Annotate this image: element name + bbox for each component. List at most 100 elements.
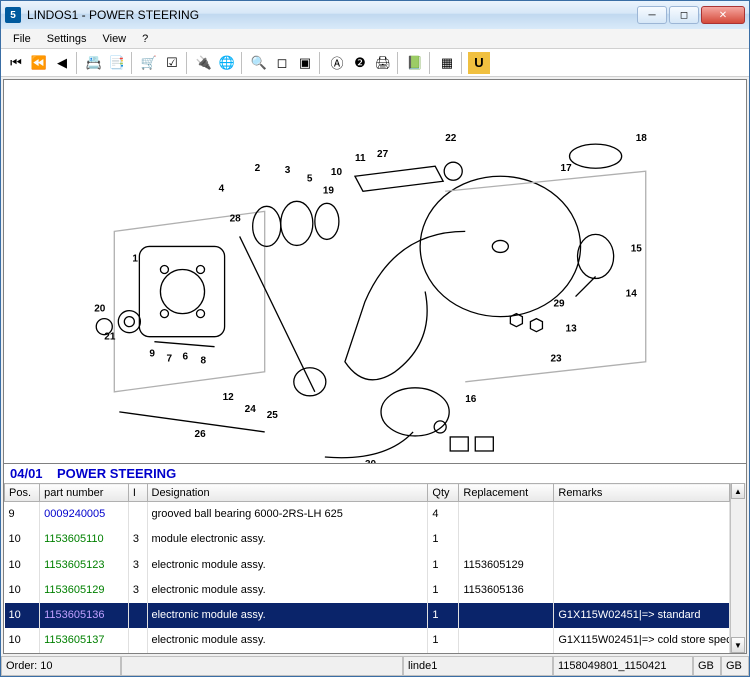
callout-29: 29 [553, 299, 565, 310]
parts-table[interactable]: Pos.part numberIDesignationQtyReplacemen… [4, 483, 730, 653]
cell-qty: 1 [428, 577, 459, 602]
callout-18: 18 [636, 133, 648, 144]
cell-qty: 4 [428, 502, 459, 527]
col-header-pn[interactable]: part number [40, 484, 129, 502]
callout-17: 17 [561, 163, 573, 174]
callout-16: 16 [465, 394, 477, 405]
table-row[interactable]: 1011536051103module electronic assy.1 [5, 527, 730, 552]
toolbar-separator [241, 52, 245, 74]
toolbar-button-7[interactable]: 🛒 [138, 52, 160, 74]
table-row[interactable]: 101153605137electronic module assy.1G1X1… [5, 628, 730, 653]
status-order: Order: 10 [1, 657, 121, 676]
col-header-repl[interactable]: Replacement [459, 484, 554, 502]
cell-pn: 1153605123 [40, 552, 129, 577]
table-body: 90009240005grooved ball bearing 6000-2RS… [5, 502, 730, 654]
titlebar: 5 LINDOS1 - POWER STEERING ─ ◻ ✕ [1, 1, 749, 29]
toolbar-button-1[interactable]: ⏪ [28, 52, 50, 74]
toolbar: ⏮⏪◀ 📇📑 🛒☑ 🔌🌐 🔍◻▣ Ⓐ❷🖨 📗 ▦ U [1, 49, 749, 77]
cell-pos: 10 [5, 552, 40, 577]
status-lang2: GB [721, 657, 749, 676]
callout-11: 11 [355, 153, 366, 164]
toolbar-button-10[interactable]: 🔌 [193, 52, 215, 74]
toolbar-button-0[interactable]: ⏮ [5, 52, 27, 74]
cell-desig: electronic module assy. [147, 628, 428, 653]
toolbar-button-5[interactable]: 📑 [106, 52, 128, 74]
cell-repl [459, 527, 554, 552]
cell-desig: grooved ball bearing 6000-2RS-LH 625 [147, 502, 428, 527]
cell-pn: 1153605136 [40, 603, 129, 628]
callout-30: 30 [365, 459, 377, 463]
toolbar-button-19[interactable]: 🖨 [372, 52, 394, 74]
col-header-desig[interactable]: Designation [147, 484, 428, 502]
toolbar-separator [429, 52, 433, 74]
cell-qty: 1 [428, 628, 459, 653]
toolbar-button-2[interactable]: ◀ [51, 52, 73, 74]
col-header-qty[interactable]: Qty [428, 484, 459, 502]
callout-20: 20 [94, 304, 106, 315]
section-code: 04/01 [10, 466, 43, 481]
toolbar-button-17[interactable]: Ⓐ [326, 52, 348, 74]
col-header-remarks[interactable]: Remarks [554, 484, 730, 502]
cell-pos: 9 [5, 502, 40, 527]
callout-1: 1 [132, 253, 138, 264]
toolbar-button-13[interactable]: 🔍 [248, 52, 270, 74]
cell-i [128, 603, 147, 628]
callout-19: 19 [323, 185, 335, 196]
app-icon: 5 [5, 7, 21, 23]
menu-view[interactable]: View [94, 31, 134, 47]
close-button[interactable]: ✕ [701, 6, 745, 24]
callout-25: 25 [267, 410, 279, 421]
table-row[interactable]: 101153605136electronic module assy.1G1X1… [5, 603, 730, 628]
cell-i [128, 502, 147, 527]
table-row[interactable]: 90009240005grooved ball bearing 6000-2RS… [5, 502, 730, 527]
col-header-i[interactable]: I [128, 484, 147, 502]
toolbar-separator [461, 52, 465, 74]
toolbar-button-14[interactable]: ◻ [271, 52, 293, 74]
menu-help[interactable]: ? [134, 31, 156, 47]
toolbar-button-15[interactable]: ▣ [294, 52, 316, 74]
toolbar-button-18[interactable]: ❷ [349, 52, 371, 74]
cell-desig: module electronic assy. [147, 527, 428, 552]
minimize-button[interactable]: ─ [637, 6, 667, 24]
callout-13: 13 [566, 324, 578, 335]
cell-pn: 1153605129 [40, 577, 129, 602]
callout-4: 4 [219, 183, 225, 194]
cell-repl [459, 603, 554, 628]
scroll-down-icon[interactable]: ▼ [731, 637, 745, 653]
callout-6: 6 [182, 352, 188, 363]
section-title: 04/01 POWER STEERING [4, 464, 746, 483]
callout-8: 8 [201, 356, 207, 367]
cell-pn: 1153605110 [40, 527, 129, 552]
callout-24: 24 [245, 404, 257, 415]
callout-15: 15 [631, 243, 643, 254]
toolbar-button-25[interactable]: U [468, 52, 490, 74]
toolbar-button-21[interactable]: 📗 [404, 52, 426, 74]
menu-file[interactable]: File [5, 31, 39, 47]
callout-27: 27 [377, 149, 389, 160]
toolbar-button-4[interactable]: 📇 [83, 52, 105, 74]
col-header-pos[interactable]: Pos. [5, 484, 40, 502]
scroll-up-icon[interactable]: ▲ [731, 483, 745, 499]
vertical-scrollbar[interactable]: ▲ ▼ [730, 483, 746, 653]
toolbar-button-23[interactable]: ▦ [436, 52, 458, 74]
cell-desig: electronic module assy. [147, 603, 428, 628]
cell-pn: 1153605137 [40, 628, 129, 653]
callout-23: 23 [550, 354, 562, 365]
table-row[interactable]: 1011536051233electronic module assy.1115… [5, 552, 730, 577]
maximize-button[interactable]: ◻ [669, 6, 699, 24]
toolbar-button-8[interactable]: ☑ [161, 52, 183, 74]
toolbar-separator [76, 52, 80, 74]
cell-i: 3 [128, 527, 147, 552]
callout-22: 22 [445, 133, 457, 144]
toolbar-button-11[interactable]: 🌐 [216, 52, 238, 74]
status-spacer [121, 657, 403, 676]
menubar: File Settings View ? [1, 29, 749, 49]
cell-remarks: G1X115W02451|=> standard [554, 603, 730, 628]
cell-remarks [554, 527, 730, 552]
parts-diagram[interactable]: 1234567891011121314151617181920212223242… [4, 80, 746, 463]
table-row[interactable]: 1011536051293electronic module assy.1115… [5, 577, 730, 602]
cell-repl [459, 502, 554, 527]
menu-settings[interactable]: Settings [39, 31, 95, 47]
statusbar: Order: 10 linde1 1158049801_1150421 GB G… [1, 656, 749, 676]
cell-pos: 10 [5, 603, 40, 628]
